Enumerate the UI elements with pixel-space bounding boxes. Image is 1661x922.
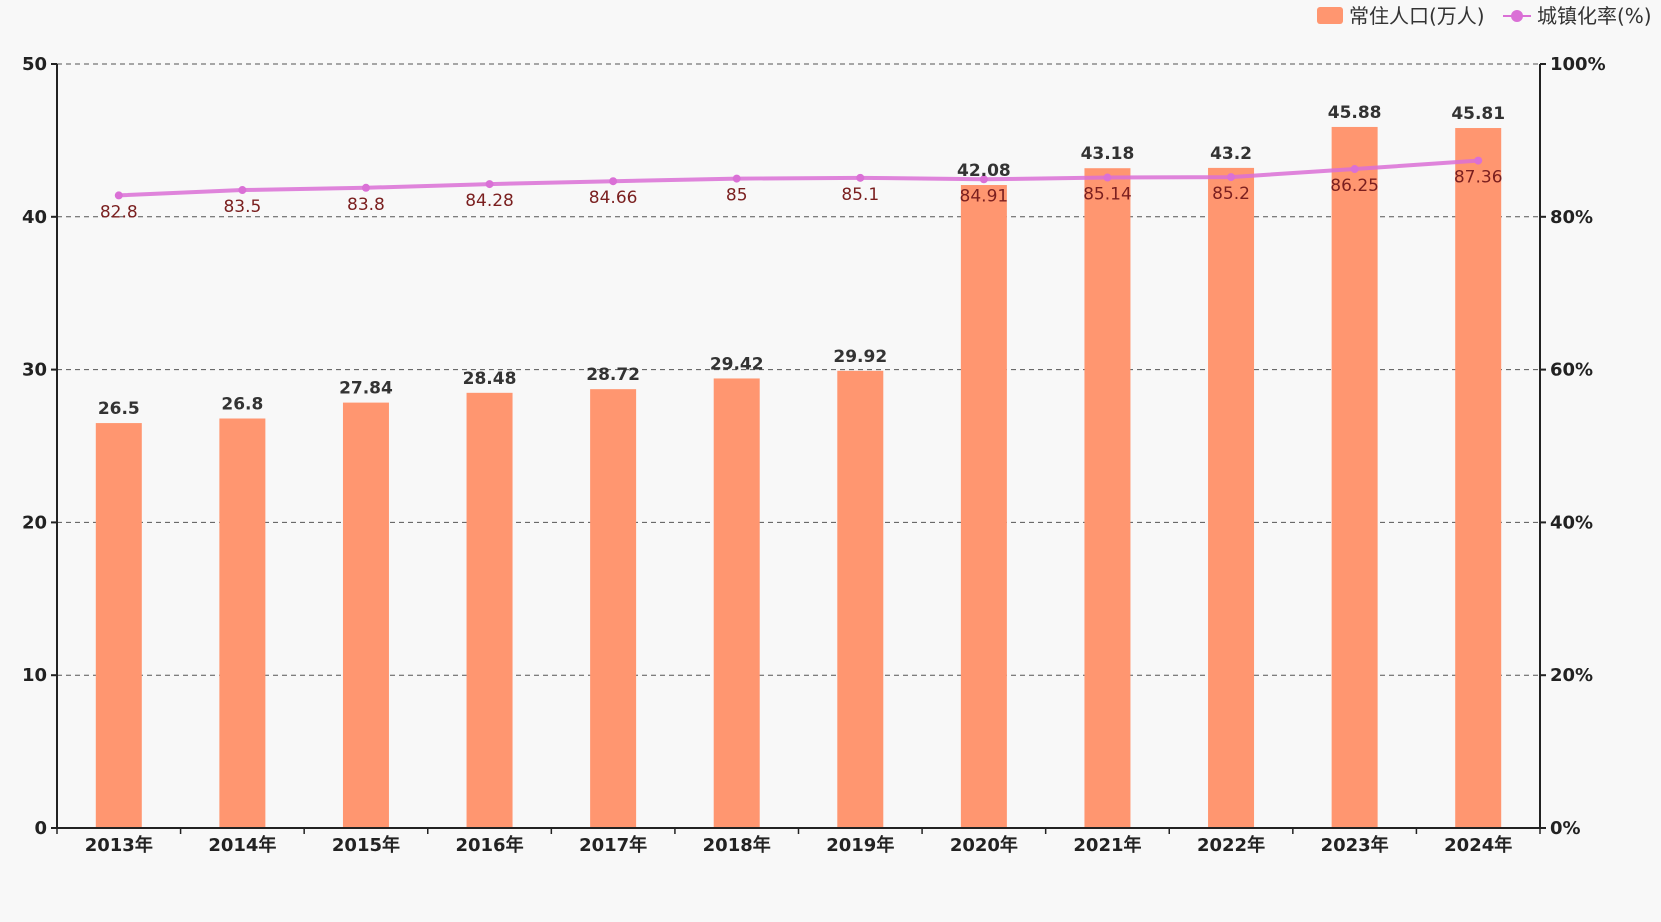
line-point [1350, 165, 1359, 174]
line-point [114, 191, 123, 200]
bar-value-label: 43.18 [1081, 144, 1135, 164]
bar [1455, 128, 1502, 828]
line-series [114, 156, 1483, 200]
x-tick-label: 2022年 [1197, 834, 1265, 856]
line-value-label: 84.91 [960, 186, 1009, 206]
bar-value-label: 26.8 [221, 394, 263, 414]
x-tick-label: 2014年 [208, 834, 276, 856]
bar-value-label: 28.72 [586, 365, 640, 385]
line-value-label: 87.36 [1454, 168, 1503, 188]
x-tick-label: 2019年 [826, 834, 894, 856]
legend-bar-swatch [1317, 7, 1343, 24]
line-point [1227, 173, 1236, 182]
x-tick-label: 2015年 [332, 834, 400, 856]
axes: 0 0% 10 20% 20 40% 30 60% 40 80% 50 100% 2013年 2014年 2… [22, 54, 1606, 856]
y-left-tick-label: 0 [34, 818, 47, 839]
bar [960, 185, 1007, 829]
legend[interactable]: 常住人口(万人) 城镇化率(%) [1317, 4, 1652, 28]
legend-item-bar[interactable]: 常住人口(万人) [1317, 4, 1485, 28]
line-point [979, 175, 988, 184]
bar-series [95, 126, 1502, 829]
line-point [856, 173, 865, 182]
bar-value-label: 42.08 [957, 161, 1011, 181]
bar [219, 418, 266, 828]
bar-value-label: 29.42 [710, 354, 764, 374]
y-right-tick-label: 100% [1550, 54, 1606, 75]
bar [590, 389, 637, 828]
bar [837, 370, 884, 828]
y-left-tick-label: 20 [22, 512, 47, 533]
legend-bar-label: 常住人口(万人) [1349, 4, 1485, 28]
line-value-label: 82.8 [100, 202, 138, 222]
line-value-label: 83.5 [223, 197, 261, 217]
y-left-tick-label: 50 [22, 54, 47, 75]
bar-value-label: 29.92 [833, 347, 887, 367]
bar-value-label: 26.5 [98, 399, 140, 419]
line-point [732, 174, 741, 183]
y-right-tick-label: 80% [1550, 207, 1593, 228]
line-value-label: 83.8 [347, 195, 385, 215]
line-value-label: 85 [726, 186, 748, 206]
bar [713, 378, 760, 828]
y-right-tick-label: 40% [1550, 512, 1593, 533]
x-tick-label: 2013年 [85, 834, 153, 856]
legend-item-line[interactable]: 城镇化率(%) [1503, 4, 1652, 28]
line-value-label: 85.2 [1212, 184, 1250, 204]
line-value-label: 84.28 [465, 191, 514, 211]
line-point [485, 180, 494, 189]
x-tick-label: 2020年 [950, 834, 1018, 856]
y-right-tick-label: 60% [1550, 360, 1593, 381]
x-tick-label: 2021年 [1073, 834, 1141, 856]
line-path [118, 158, 1479, 198]
y-left-tick-label: 40 [22, 207, 47, 228]
line-value-label: 85.1 [841, 185, 879, 205]
y-right-tick-label: 20% [1550, 665, 1593, 686]
bar-value-label: 45.88 [1328, 103, 1382, 123]
bar-value-label: 45.81 [1451, 104, 1505, 124]
bar [1208, 167, 1255, 829]
bar-value-label: 43.2 [1210, 144, 1252, 164]
line-point [609, 177, 618, 186]
x-tick-label: 2016年 [455, 834, 523, 856]
x-tick-label: 2017年 [579, 834, 647, 856]
bar [466, 392, 513, 828]
line-point [238, 186, 247, 195]
line-value-label: 85.14 [1083, 185, 1132, 205]
bar-value-label: 27.84 [339, 379, 393, 399]
y-right-tick-label: 0% [1550, 818, 1581, 839]
line-point [1103, 173, 1112, 182]
bar [1331, 126, 1378, 828]
legend-line-marker [1511, 10, 1523, 22]
legend-line-label: 城镇化率(%) [1537, 4, 1652, 28]
bar-value-label: 28.48 [463, 369, 517, 389]
x-tick-label: 2023年 [1321, 834, 1389, 856]
x-tick-label: 2024年 [1444, 834, 1512, 856]
bar [95, 423, 142, 828]
line-value-label: 86.25 [1330, 176, 1379, 196]
y-left-tick-label: 30 [22, 360, 47, 381]
bar [342, 402, 389, 828]
x-tick-label: 2018年 [703, 834, 771, 856]
data-labels: 26.5 26.8 27.84 28.48 28.72 29.42 29.92 42.08 43… [98, 103, 1505, 419]
bar [1084, 168, 1131, 828]
line-value-label: 84.66 [589, 188, 638, 208]
line-point [1474, 156, 1483, 165]
grid-lines [57, 63, 1540, 676]
line-point [361, 183, 370, 192]
y-left-tick-label: 10 [22, 665, 47, 686]
